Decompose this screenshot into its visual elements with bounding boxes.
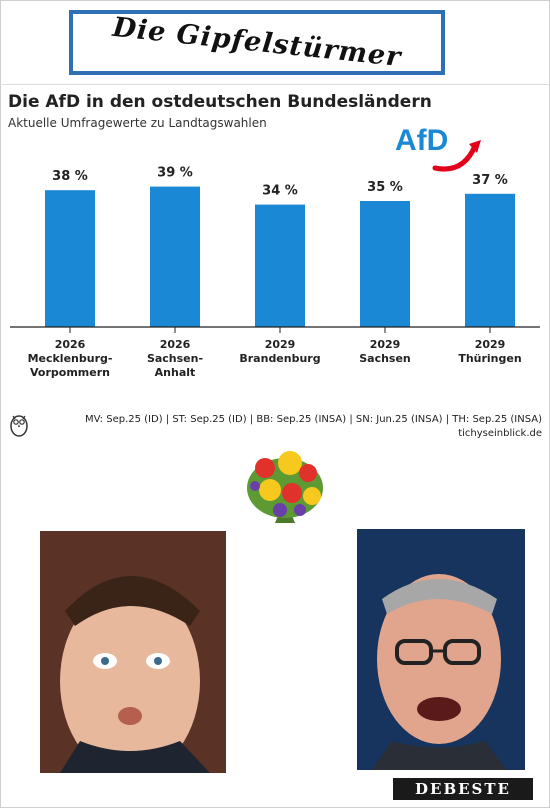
source-site: tichyseinblick.de [458,428,542,439]
bar-3 [360,201,410,327]
bar-value-label-2: 34 % [262,184,298,199]
x-tick-label-4-0: 2029 [475,338,506,351]
bar-1 [150,186,200,327]
chart-subtitle: Aktuelle Umfragewerte zu Landtagswahlen [8,116,267,130]
watermark: DEBESTE [393,778,533,800]
banner-text: Die Gipfelstürmer [111,11,403,74]
x-tick-label-1-2: Anhalt [155,366,196,379]
bar-value-label-0: 38 % [52,169,88,184]
x-tick-label-3-0: 2029 [370,338,401,351]
x-tick-label-2-0: 2029 [265,338,296,351]
bar-value-label-4: 37 % [472,173,508,188]
owl-logo-icon [10,415,28,437]
bar-value-label-1: 39 % [157,166,193,181]
chart-title: Die AfD in den ostdeutschen Bundesländer… [8,92,432,112]
x-tick-label-1-1: Sachsen- [147,352,203,365]
afd-logo-text: AfD [395,124,448,157]
bar-4 [465,193,515,327]
x-tick-label-1-0: 2026 [160,338,191,351]
x-tick-label-0-0: 2026 [55,338,86,351]
divider [0,84,550,85]
source-note: MV: Sep.25 (ID) | ST: Sep.25 (ID) | BB: … [85,414,542,425]
afd-logo-arrow [432,143,478,172]
x-tick-label-4-1: Thüringen [458,352,521,365]
bar-2 [255,204,305,327]
x-tick-label-0-2: Vorpommern [30,366,110,379]
banner: Die Gipfelstürmer [69,10,445,75]
flower-bouquet [247,451,323,523]
afd-logo-arrowhead [469,140,481,153]
x-tick-label-0-1: Mecklenburg- [28,352,113,365]
man-photo-right [357,529,525,770]
x-tick-label-2-1: Brandenburg [239,352,320,365]
afd-logo: AfD [395,124,481,172]
bar-value-label-3: 35 % [367,180,403,195]
x-tick-label-3-1: Sachsen [359,352,411,365]
bar-0 [45,190,95,327]
man-photo-left [40,531,226,773]
